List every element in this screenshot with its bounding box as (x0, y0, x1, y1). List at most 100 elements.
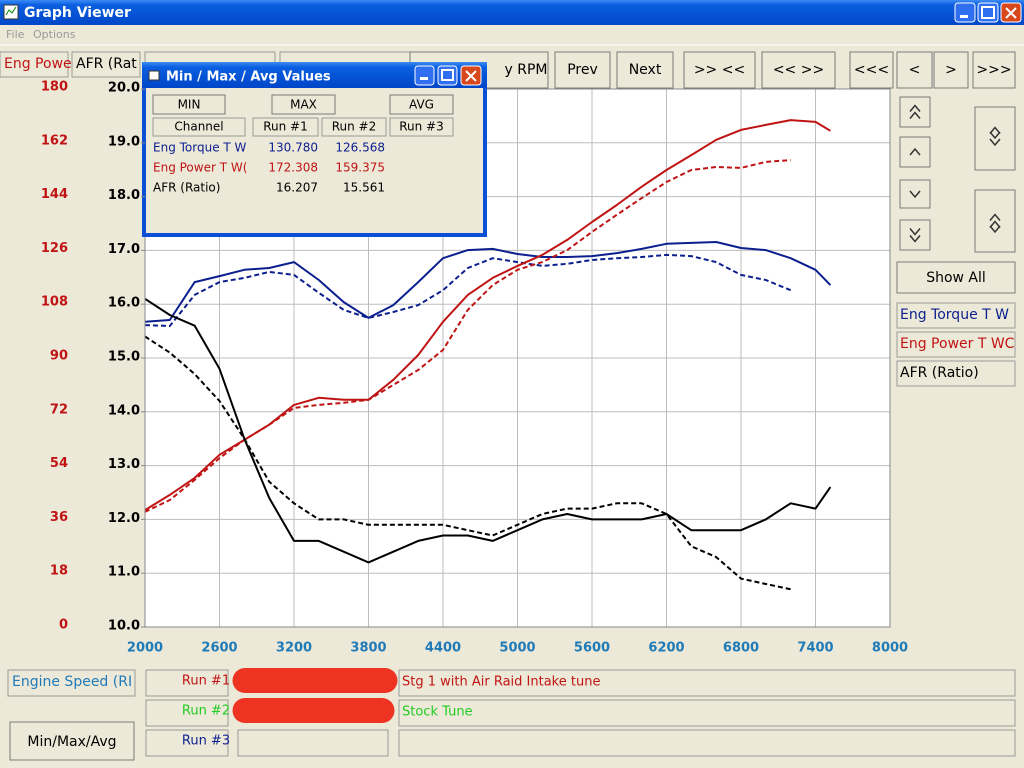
run-field (145, 699, 229, 727)
toolbar-button[interactable] (849, 51, 894, 89)
toolbar-button[interactable] (554, 51, 611, 89)
dialog-value: 15.561 (343, 181, 385, 195)
menu-item[interactable]: Options (33, 28, 76, 41)
y2-tick-label: 15.0 (108, 350, 140, 365)
label: Show All (926, 270, 986, 286)
series-line (144, 241, 832, 323)
label: y RPM (505, 62, 548, 78)
label: Stock Tune (402, 705, 473, 720)
series-line (144, 159, 791, 513)
chevron-icon (989, 213, 1001, 221)
y-tick-label: 126 (41, 241, 68, 256)
dialog-channel: Eng Power T W( (153, 161, 247, 175)
dialog-button[interactable] (389, 94, 454, 115)
run-file-field (237, 729, 389, 757)
dialog-minimize[interactable] (414, 65, 435, 86)
y2-tick-label: 13.0 (108, 457, 140, 472)
y2-tick-label: 11.0 (108, 565, 140, 580)
close-icon (465, 70, 477, 82)
toolbar-button[interactable] (896, 51, 933, 89)
scroll-button[interactable] (899, 136, 931, 168)
show-all-button[interactable] (896, 261, 1016, 294)
dialog-button-label: MAX (290, 98, 317, 112)
x-channel-field[interactable] (7, 669, 136, 697)
menu-item[interactable]: File (6, 28, 25, 41)
run-field (145, 669, 229, 697)
legend-entry[interactable] (896, 331, 1016, 358)
dialog-channel: AFR (Ratio) (153, 181, 220, 195)
minimize-icon (960, 15, 968, 18)
dialog-header: Run #2 (332, 120, 377, 134)
window-controls (954, 2, 1022, 23)
dialog-value: 159.375 (335, 161, 385, 175)
label: Eng Powe (4, 56, 72, 72)
dialog-value: 172.308 (268, 161, 318, 175)
x-tick-label: 7400 (797, 641, 833, 656)
dialog-icon (148, 70, 160, 81)
note-field[interactable] (398, 729, 1016, 757)
x-tick-label: 6200 (648, 641, 684, 656)
label: Run #3 (182, 734, 230, 749)
redaction (232, 668, 398, 693)
y-tick-label: 180 (41, 80, 68, 95)
y2-tick-label: 17.0 (108, 242, 140, 257)
controls: Eng Powe AFR (Rat y RPM Prev Next >> << << >> <… (0, 51, 1016, 761)
dialog-header-cell (152, 117, 246, 137)
x-tick-label: 8000 (872, 641, 908, 656)
label: Run #1 (182, 674, 230, 689)
y-tick-label: 144 (41, 187, 68, 202)
toolbar-button[interactable] (616, 51, 674, 89)
label: AFR (Ratio) (900, 365, 979, 381)
legend-entry[interactable] (896, 360, 1016, 387)
label: Stg 1 with Air Raid Intake tune (402, 675, 600, 690)
chevron-icon (909, 111, 921, 119)
chevron-icon (909, 147, 921, 156)
y-tick-label: 162 (41, 133, 68, 148)
redaction (232, 698, 395, 723)
dialog-button-label: MIN (178, 98, 201, 112)
series-line (144, 297, 832, 564)
scroll-button[interactable] (899, 219, 931, 251)
min-max-avg-dialog: Min / Max / Avg Values MIN MAX AVG Channel R… (142, 62, 487, 237)
y-tick-label: 0 (59, 618, 68, 633)
min-max-avg-button[interactable] (9, 721, 135, 761)
y-tick-label: 36 (50, 510, 68, 525)
label: < (909, 62, 921, 78)
dialog-header: Run #1 (263, 120, 308, 134)
legend-entry[interactable] (896, 302, 1016, 329)
dialog-button[interactable] (271, 94, 336, 115)
minimize-icon (420, 77, 428, 80)
dialog-header-cell (389, 117, 454, 137)
dialog-maximize[interactable] (437, 65, 458, 86)
label: << >> (773, 62, 824, 78)
toolbar-button[interactable] (761, 51, 836, 89)
toolbar-button[interactable] (683, 51, 756, 89)
label: Run #2 (182, 704, 230, 719)
channel-field[interactable] (0, 51, 69, 78)
chevron-icon (989, 220, 1001, 228)
y2-tick-label: 14.0 (108, 403, 140, 418)
dialog-header: Channel (174, 120, 223, 134)
label: Eng Torque T W (900, 307, 1009, 323)
toolbar-button[interactable] (933, 51, 969, 89)
note-field[interactable] (398, 669, 1016, 697)
y2-tick-label: 16.0 (108, 296, 140, 311)
x-tick-label: 5600 (574, 641, 610, 656)
label: Engine Speed (RI (12, 674, 132, 690)
minimize-button[interactable] (954, 2, 976, 23)
dialog-header-cell (321, 117, 387, 137)
label: Next (629, 62, 662, 78)
scroll-button[interactable] (899, 179, 931, 209)
toolbar-button[interactable] (972, 51, 1016, 89)
chevron-icon (989, 126, 1001, 134)
chevron-icon (909, 228, 921, 236)
y-tick-label: 90 (50, 349, 68, 364)
channel-field[interactable] (71, 51, 141, 78)
dialog-button[interactable] (152, 94, 226, 115)
x-tick-label: 3200 (276, 641, 312, 656)
x-tick-label: 6800 (723, 641, 759, 656)
dialog-button-label: AVG (409, 98, 434, 112)
y-tick-label: 108 (41, 295, 68, 310)
note-field[interactable] (398, 699, 1016, 727)
